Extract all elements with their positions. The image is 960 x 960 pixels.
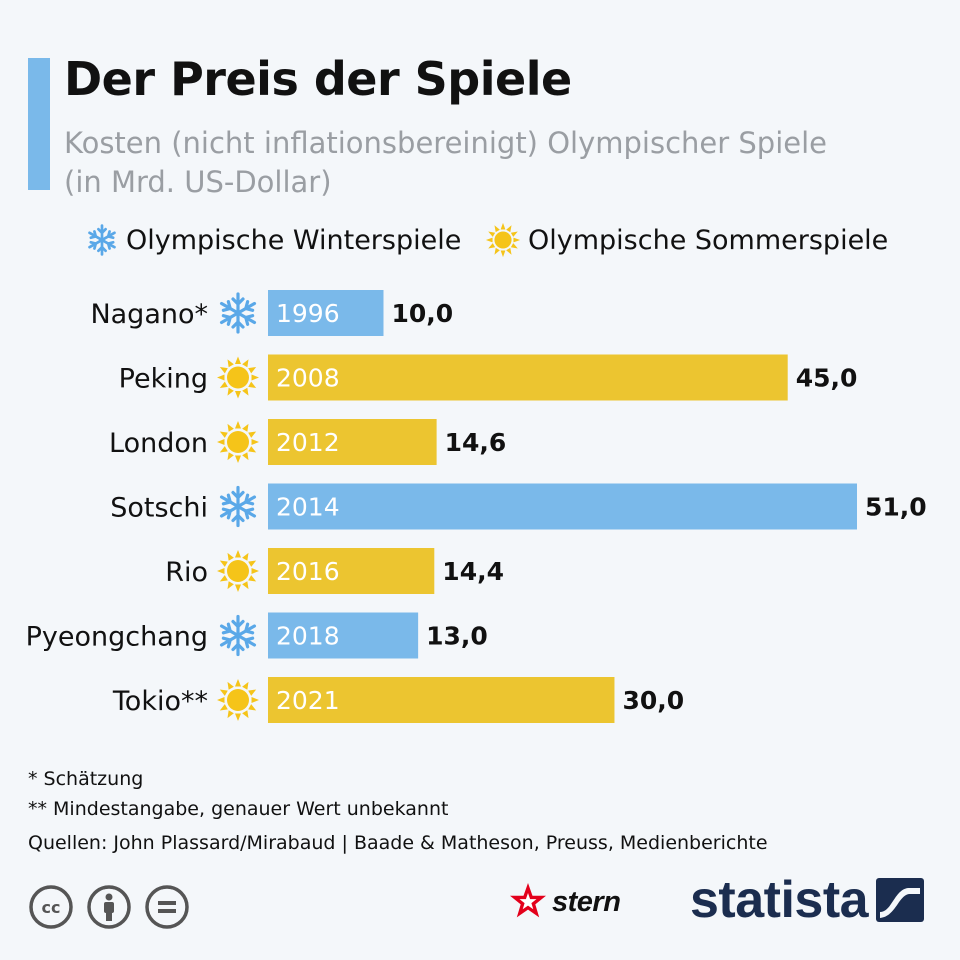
bar <box>268 612 419 659</box>
subtitle-line-2: (in Mrd. US-Dollar) <box>64 165 332 199</box>
sun-icon <box>217 679 259 721</box>
year-label: 2014 <box>276 493 340 522</box>
year-label: 1996 <box>276 299 340 328</box>
sun-icon <box>217 550 259 592</box>
year-label: 2018 <box>276 622 340 651</box>
statista-mark-icon <box>876 878 925 922</box>
bar-row: Rio 2016 14,4 <box>165 548 504 594</box>
bar <box>268 548 435 594</box>
bar-row: Nagano* 1996 10,0 <box>90 290 453 336</box>
bar <box>268 677 615 723</box>
stern-logo: stern <box>508 882 621 922</box>
bar <box>268 483 857 530</box>
sun-icon <box>217 421 259 463</box>
city-label: Peking <box>119 364 208 395</box>
bar-row: Tokio** 2021 30,0 <box>112 677 684 723</box>
chart-subtitle: Kosten (nicht inflationsbereinigt) Olymp… <box>64 124 904 202</box>
city-label: Rio <box>165 557 208 588</box>
footnote-minimum: ** Mindestangabe, genauer Wert unbekannt <box>28 798 449 820</box>
creative-commons-icon: cc <box>29 885 73 929</box>
value-label: 51,0 <box>865 493 927 522</box>
city-label: Tokio** <box>112 686 208 717</box>
legend-summer-label: Olympische Sommerspiele <box>528 224 889 256</box>
sun-icon <box>217 356 259 399</box>
bar-row: London 2012 14,6 <box>109 419 506 465</box>
value-label: 14,6 <box>445 428 507 457</box>
footnote-estimate: * Schätzung <box>28 768 144 790</box>
license-icons: cc <box>28 884 190 930</box>
attribution-icon <box>87 885 131 929</box>
year-label: 2008 <box>276 364 340 393</box>
footnotes: * Schätzung ** Mindestangabe, genauer We… <box>28 764 768 858</box>
snowflake-icon <box>219 485 257 528</box>
legend-item-summer: Olympische Sommerspiele <box>484 220 888 260</box>
city-label: Nagano* <box>90 299 208 330</box>
snowflake-icon <box>219 614 257 657</box>
bar-row: Peking 2008 45,0 <box>119 354 858 401</box>
subtitle-line-1: Kosten (nicht inflationsbereinigt) Olymp… <box>64 126 828 160</box>
value-label: 45,0 <box>796 364 858 393</box>
snowflake-icon <box>219 292 257 334</box>
value-label: 13,0 <box>426 622 488 651</box>
year-label: 2016 <box>276 557 340 586</box>
value-label: 30,0 <box>622 686 684 715</box>
footnote-sources: Quellen: John Plassard/Mirabaud | Baade … <box>28 832 768 854</box>
value-label: 10,0 <box>391 299 453 328</box>
statista-wordmark: statista <box>690 871 869 929</box>
bar-row: Sotschi 2014 51,0 <box>110 483 927 530</box>
city-label: Pyeongchang <box>26 622 208 653</box>
bar-row: Pyeongchang 2018 13,0 <box>26 612 488 659</box>
legend-winter-label: Olympische Winterspiele <box>126 224 462 256</box>
svg-text:cc: cc <box>42 898 61 917</box>
bar-chart: Nagano* 1996 10,0 Peking 2008 45,0 London 2012 1… <box>26 290 927 723</box>
city-label: Sotschi <box>110 493 208 524</box>
no-derivatives-icon <box>145 885 189 929</box>
statista-logo: statista <box>690 870 925 930</box>
sun-icon <box>485 222 521 258</box>
bar <box>268 290 384 336</box>
bar <box>268 419 437 465</box>
value-label: 14,4 <box>442 557 504 586</box>
year-label: 2012 <box>276 428 340 457</box>
stern-star-icon <box>510 883 546 918</box>
title-accent-bar <box>28 58 50 190</box>
snowflake-icon <box>88 224 116 256</box>
stern-wordmark: stern <box>552 885 621 918</box>
chart-title: Der Preis der Spiele <box>64 52 572 106</box>
legend-item-winter: Olympische Winterspiele <box>84 220 461 260</box>
year-label: 2021 <box>276 686 340 715</box>
city-label: London <box>109 428 208 459</box>
bar <box>268 354 788 401</box>
